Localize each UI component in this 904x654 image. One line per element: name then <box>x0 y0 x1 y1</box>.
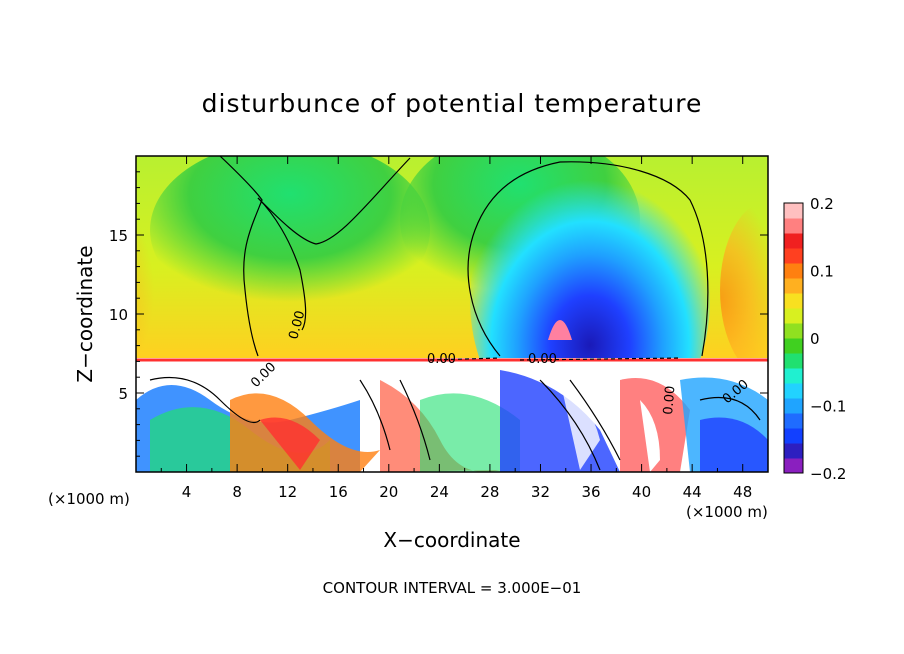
heatmap-field: 0.00 0.00 0.00 0.00 0.00 0.00 <box>136 156 768 472</box>
colorbar-segment <box>784 428 803 444</box>
y-axis-ticks: 5 10 15 <box>109 171 768 457</box>
x-axis-label: X−coordinate <box>383 528 520 552</box>
colorbar-tick-label: −0.2 <box>810 465 846 483</box>
x-tick-label: 16 <box>329 483 348 501</box>
colorbar-tick-label: 0.1 <box>810 263 834 281</box>
colorbar-segment <box>784 458 803 474</box>
colorbar-segment <box>784 443 803 459</box>
contour-interval-note: CONTOUR INTERVAL = 3.000E−01 <box>323 579 582 597</box>
x-tick-label: 36 <box>581 483 600 501</box>
x-tick-label: 4 <box>182 483 192 501</box>
colorbar-segment <box>784 203 803 219</box>
x-tick-label: 28 <box>480 483 499 501</box>
colorbar-segment <box>784 308 803 324</box>
y-tick-label: 15 <box>109 227 128 245</box>
x-tick-label: 20 <box>379 483 398 501</box>
y-tick-label: 5 <box>118 385 128 403</box>
colorbar-ticks: 0.2 0.1 0 −0.1 −0.2 <box>810 195 846 483</box>
colorbar-segment <box>784 278 803 294</box>
x-axis-ticks: 4 8 12 16 20 24 28 32 36 40 44 48 <box>160 156 752 501</box>
colorbar-segment <box>784 218 803 234</box>
x-tick-label: 48 <box>733 483 752 501</box>
x-tick-label: 24 <box>430 483 449 501</box>
colorbar-tick-label: −0.1 <box>810 398 846 416</box>
x-tick-label: 8 <box>232 483 242 501</box>
y-axis-label: Z−coordinate <box>73 245 97 382</box>
colorbar-tick-label: 0.2 <box>810 195 834 213</box>
colorbar-segment <box>784 323 803 339</box>
contour-label: 0.00 <box>427 352 456 367</box>
contour-label: 0.00 <box>661 385 678 415</box>
colorbar-segment <box>784 233 803 249</box>
colorbar-segment <box>784 353 803 369</box>
colorbar-segment <box>784 263 803 279</box>
x-tick-label: 44 <box>683 483 702 501</box>
colorbar-segment <box>784 248 803 264</box>
x-unit-left: (×1000 m) <box>48 490 130 508</box>
contour-label: 0.00 <box>528 352 557 367</box>
x-tick-label: 12 <box>278 483 297 501</box>
x-unit-right: (×1000 m) <box>686 503 768 521</box>
colorbar <box>784 203 803 474</box>
colorbar-segment <box>784 413 803 429</box>
y-tick-label: 10 <box>109 306 128 324</box>
colorbar-segment <box>784 383 803 399</box>
colorbar-segment <box>784 368 803 384</box>
colorbar-segment <box>784 338 803 354</box>
x-tick-label: 32 <box>531 483 550 501</box>
colorbar-tick-label: 0 <box>810 330 820 348</box>
colorbar-frame <box>783 202 804 474</box>
colorbar-segment <box>784 398 803 414</box>
colorbar-segment <box>784 293 803 309</box>
chart-title: disturbunce of potential temperature <box>202 89 703 118</box>
x-tick-label: 40 <box>632 483 651 501</box>
contour-label: 0.00 <box>286 309 308 341</box>
